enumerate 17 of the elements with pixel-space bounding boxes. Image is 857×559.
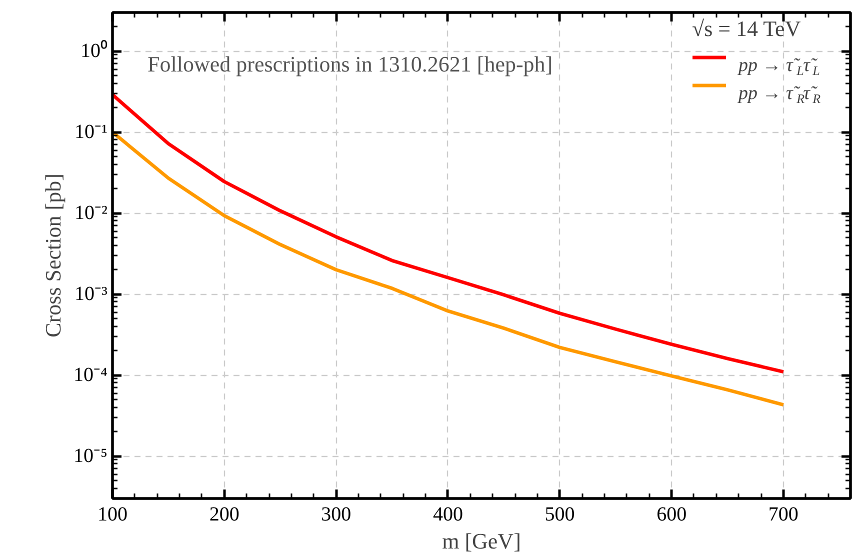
y-tick-label: 10⁻¹: [74, 121, 108, 144]
y-tick-label: 10⁻²: [74, 202, 108, 224]
y-tick-label: 10⁰: [80, 39, 108, 62]
x-tick-label: 500: [544, 504, 575, 526]
x-tick-label: 100: [98, 504, 128, 526]
annotation: Followed prescriptions in 1310.2621 [hep-ph]: [148, 52, 553, 76]
legend-title: √s = 14 TeV: [692, 16, 802, 42]
y-tick-label: 10⁻⁴: [74, 364, 108, 386]
x-tick-label: 600: [656, 504, 687, 526]
x-tick-label: 400: [432, 504, 463, 526]
y-tick-label: 10⁻³: [74, 283, 108, 306]
x-axis-title: m [GeV]: [442, 528, 521, 554]
x-tick-label: 700: [768, 504, 798, 526]
y-tick-label: 10⁻⁵: [74, 445, 108, 468]
x-tick-label: 200: [209, 504, 240, 526]
x-tick-label: 300: [321, 504, 352, 526]
y-axis-title: Cross Section [pb]: [40, 174, 66, 338]
